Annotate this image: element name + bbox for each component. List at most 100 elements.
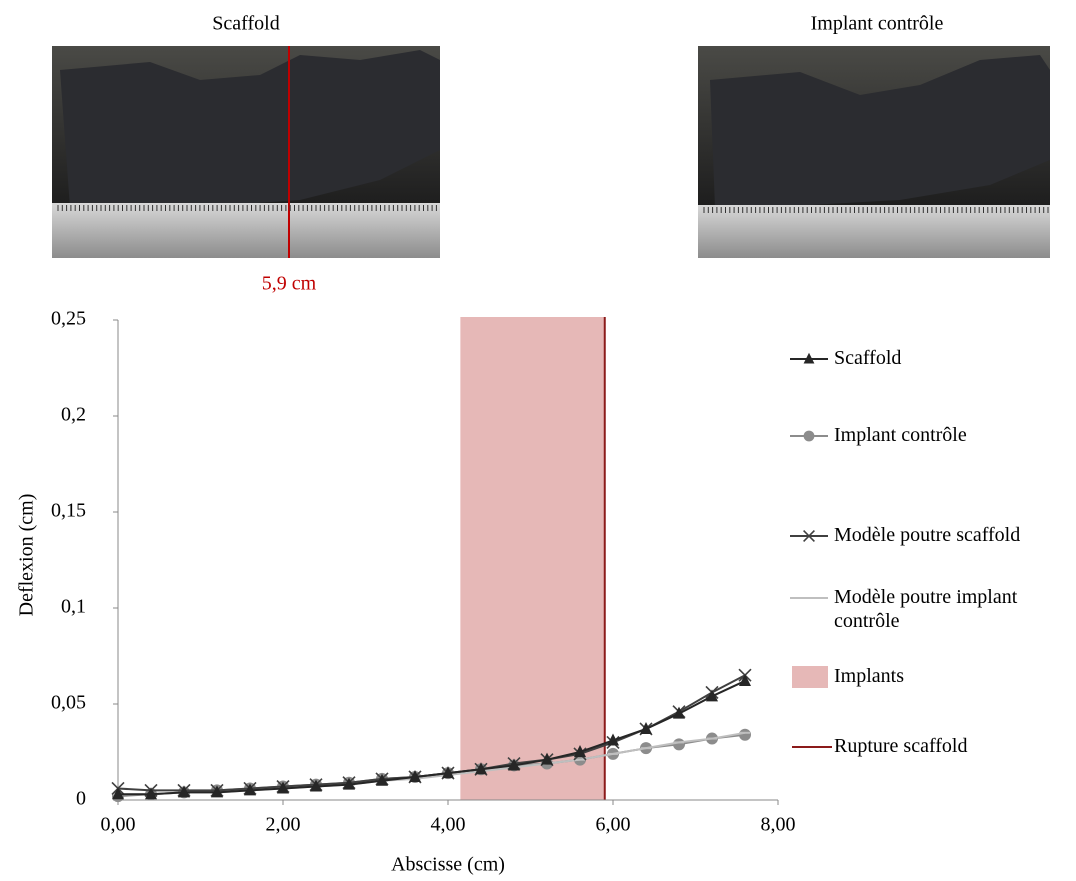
triangle-marker bbox=[673, 706, 685, 719]
legend-icon bbox=[790, 597, 828, 599]
x-marker bbox=[342, 776, 356, 790]
legend-item: Modèle poutre implant contrôle bbox=[788, 585, 1072, 633]
circle-marker bbox=[673, 738, 685, 751]
x-marker bbox=[803, 530, 815, 542]
triangle-marker bbox=[343, 777, 355, 790]
x-tick-label: 8,00 bbox=[761, 814, 796, 836]
legend-item: Implant contrôle bbox=[788, 423, 1072, 447]
x-marker bbox=[573, 747, 587, 761]
legend-label: Modèle poutre scaffold bbox=[834, 524, 1021, 546]
circle-marker bbox=[803, 430, 815, 442]
circle-marker bbox=[706, 732, 718, 745]
triangle-marker bbox=[244, 783, 256, 796]
legend-item: Rupture scaffold bbox=[788, 734, 1072, 758]
y-tick-label: 0 bbox=[76, 788, 86, 810]
triangle-marker bbox=[508, 758, 520, 771]
photo-panel: Scaffold Implant contrôle 5,9 cm bbox=[52, 13, 1050, 295]
x-marker bbox=[705, 685, 719, 700]
circle-marker bbox=[508, 759, 520, 772]
circle-marker bbox=[277, 780, 289, 793]
triangle-marker bbox=[310, 779, 322, 792]
photo-caption: Implant contrôle bbox=[811, 13, 944, 35]
photo-scaffold bbox=[52, 46, 440, 258]
triangle-marker bbox=[541, 752, 553, 765]
x-tick-label: 6,00 bbox=[596, 814, 631, 836]
triangle-marker bbox=[376, 773, 388, 786]
triangle-marker bbox=[475, 762, 487, 775]
y-tick-label: 0,15 bbox=[51, 500, 86, 522]
legend-label: Rupture scaffold bbox=[834, 735, 968, 757]
x-marker bbox=[672, 705, 686, 719]
circle-marker bbox=[244, 782, 256, 795]
triangle-marker bbox=[277, 781, 289, 794]
y-axis-label: Deflexion (cm) bbox=[16, 494, 38, 617]
x-marker bbox=[144, 783, 158, 797]
x-marker bbox=[474, 762, 488, 776]
x-marker bbox=[540, 753, 554, 767]
circle-marker bbox=[409, 770, 421, 783]
y-tick-label: 0,2 bbox=[61, 404, 86, 426]
series-line bbox=[117, 674, 746, 792]
x-axis-label: Abscisse (cm) bbox=[391, 854, 505, 876]
x-marker bbox=[111, 781, 125, 796]
legend-label: Modèle poutre implant contrôle bbox=[834, 586, 1018, 632]
triangle-marker bbox=[409, 769, 421, 782]
legend-icon bbox=[790, 530, 828, 542]
series-line bbox=[118, 680, 746, 796]
x-marker bbox=[507, 756, 521, 771]
y-tick-label: 0,25 bbox=[51, 308, 86, 330]
triangle-marker bbox=[640, 721, 652, 734]
y-tick-label: 0,1 bbox=[61, 596, 86, 618]
circle-marker bbox=[343, 776, 355, 789]
x-marker bbox=[177, 783, 191, 797]
legend-icon bbox=[790, 430, 828, 442]
triangle-marker bbox=[442, 766, 454, 779]
photo-caption: Scaffold bbox=[212, 13, 279, 35]
x-marker bbox=[441, 766, 455, 780]
legend-icon bbox=[792, 666, 828, 688]
circle-marker bbox=[574, 753, 586, 766]
circle-marker bbox=[310, 778, 322, 791]
photo-implant bbox=[698, 46, 1050, 258]
legend-label: Scaffold bbox=[834, 347, 902, 369]
x-marker bbox=[210, 783, 224, 797]
triangle-marker bbox=[145, 787, 157, 800]
circle-marker bbox=[739, 728, 751, 741]
triangle-marker bbox=[803, 352, 815, 364]
legend-label: Implants bbox=[834, 665, 904, 687]
x-marker bbox=[375, 772, 389, 786]
circle-marker bbox=[607, 747, 619, 760]
implant-region bbox=[460, 317, 605, 800]
triangle-marker bbox=[739, 673, 751, 686]
x-marker bbox=[309, 778, 323, 792]
x-marker bbox=[639, 722, 653, 736]
triangle-marker bbox=[112, 787, 124, 800]
triangle-marker bbox=[574, 745, 586, 757]
legend-icon bbox=[792, 746, 832, 748]
circle-marker bbox=[211, 784, 223, 797]
x-marker bbox=[243, 781, 257, 796]
ruler-ticks bbox=[57, 205, 1049, 213]
y-tick-label: 0,05 bbox=[51, 692, 86, 714]
triangle-marker bbox=[211, 785, 223, 798]
triangle-marker bbox=[607, 733, 619, 746]
triangle-marker bbox=[706, 689, 718, 702]
legend-swatch bbox=[792, 666, 828, 688]
legend-item: Scaffold bbox=[788, 346, 1072, 370]
x-tick-label: 4,00 bbox=[431, 814, 466, 836]
x-tick-label: 0,00 bbox=[101, 814, 136, 836]
legend-label: Implant contrôle bbox=[834, 424, 967, 446]
x-marker bbox=[276, 779, 290, 794]
circle-marker bbox=[112, 790, 124, 803]
circle-marker bbox=[475, 763, 487, 776]
rupture-annotation: 5,9 cm bbox=[262, 273, 317, 295]
legend-item: Implants bbox=[788, 664, 1072, 688]
series-line bbox=[118, 731, 746, 796]
circle-marker bbox=[541, 757, 553, 770]
circle-marker bbox=[442, 767, 454, 780]
legend-item: Modèle poutre scaffold bbox=[788, 523, 1072, 547]
series-line bbox=[117, 733, 746, 798]
x-tick-label: 2,00 bbox=[266, 814, 301, 836]
x-marker bbox=[606, 735, 620, 749]
